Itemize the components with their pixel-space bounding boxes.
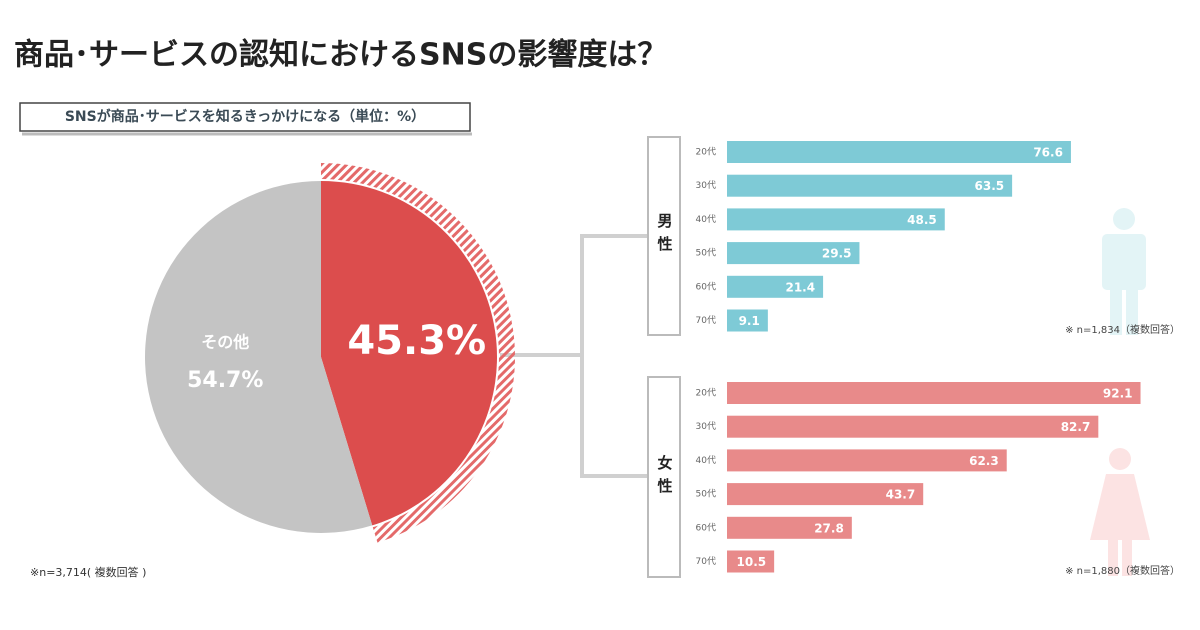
- bar: [727, 415, 1099, 438]
- value-label: 76.6: [1033, 146, 1063, 160]
- note: ※ n=1,880（複数回答）: [1065, 564, 1180, 577]
- bar: [727, 449, 1007, 472]
- value-label: 21.4: [785, 280, 815, 294]
- category-label: 60代: [696, 522, 716, 533]
- value-label: 48.5: [907, 213, 937, 227]
- bar: [727, 242, 860, 265]
- slice-label: 45.3%: [347, 318, 486, 364]
- category-label: 40代: [696, 455, 716, 466]
- bar: [727, 382, 1141, 404]
- note: ※n=3,714( 複数回答 ): [30, 565, 146, 579]
- pie-slice: [145, 181, 373, 533]
- subtitle-box: [19, 102, 471, 132]
- category-label: 60代: [696, 281, 716, 292]
- slice-category: その他: [201, 333, 249, 352]
- bar: [727, 550, 775, 573]
- male-icon: [1102, 208, 1146, 335]
- value-label: 92.1: [1103, 387, 1133, 401]
- subtitle: SNSが商品･サービスを知るきっかけになる（単位：%）: [65, 108, 425, 125]
- bar: [727, 309, 768, 332]
- category-label: 50代: [696, 248, 716, 259]
- bar: [727, 516, 852, 539]
- note: ※ n=1,834（複数回答）: [1065, 323, 1180, 336]
- category-label: 20代: [696, 388, 716, 399]
- bar: [727, 141, 1071, 163]
- category-label: 70代: [696, 556, 716, 567]
- category-label: 20代: [696, 147, 716, 158]
- value-label: 82.7: [1061, 420, 1091, 434]
- value-label: 63.5: [975, 179, 1005, 193]
- group-box: [647, 376, 681, 578]
- page-title: 商品･サービスの認知におけるSNSの影響度は？: [14, 38, 667, 73]
- category-label: 50代: [696, 489, 716, 500]
- value-label: 43.7: [886, 488, 916, 502]
- category-label: 70代: [696, 315, 716, 326]
- value-label: 10.5: [737, 555, 767, 569]
- value-label: 62.3: [969, 454, 999, 468]
- bar: [727, 174, 1013, 197]
- category-label: 40代: [696, 214, 716, 225]
- category-label: 30代: [696, 180, 716, 191]
- bar: [727, 275, 824, 298]
- value-label: 9.1: [739, 314, 760, 328]
- group-title: 男性: [656, 213, 674, 259]
- group-box: [647, 136, 681, 336]
- bar: [727, 483, 924, 506]
- value-label: 27.8: [814, 521, 844, 535]
- group-title: 女性: [656, 454, 674, 501]
- category-label: 30代: [696, 421, 716, 432]
- value-label: 29.5: [822, 247, 852, 261]
- bar: [727, 208, 945, 231]
- pie-slice: [321, 181, 498, 526]
- slice-label: 54.7%: [187, 368, 263, 393]
- female-icon: [1090, 448, 1150, 576]
